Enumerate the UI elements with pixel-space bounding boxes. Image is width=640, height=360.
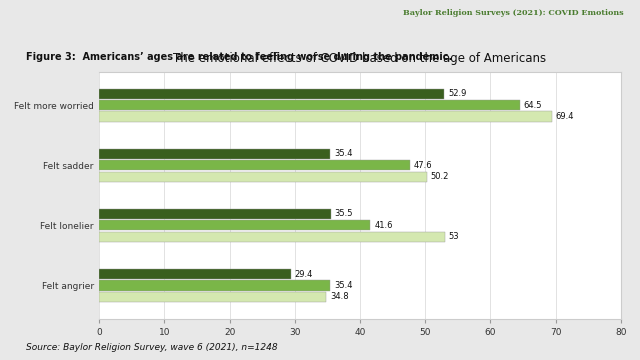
Text: Baylor Religion Surveys (2021): COVID Emotions: Baylor Religion Surveys (2021): COVID Em… bbox=[403, 9, 624, 17]
Text: Figure 3:  Americans’ ages are related to feeling worse during the pandemic.: Figure 3: Americans’ ages are related to… bbox=[26, 52, 452, 62]
Text: 29.4: 29.4 bbox=[295, 270, 313, 279]
Text: 35.5: 35.5 bbox=[335, 210, 353, 219]
Text: 52.9: 52.9 bbox=[448, 89, 467, 98]
Bar bbox=[99, 149, 330, 159]
Bar bbox=[99, 89, 444, 99]
Title: The emotional effects of COVID based on the age of Americans: The emotional effects of COVID based on … bbox=[173, 52, 547, 65]
Text: 50.2: 50.2 bbox=[431, 172, 449, 181]
Bar bbox=[99, 160, 410, 170]
Bar bbox=[99, 172, 426, 182]
Text: 41.6: 41.6 bbox=[374, 221, 393, 230]
Text: 53: 53 bbox=[449, 232, 460, 241]
Text: 35.4: 35.4 bbox=[334, 281, 353, 290]
Text: 64.5: 64.5 bbox=[524, 100, 542, 109]
Text: Source: Baylor Religion Survey, wave 6 (2021), n=1248: Source: Baylor Religion Survey, wave 6 (… bbox=[26, 343, 277, 352]
Bar bbox=[99, 209, 331, 219]
Bar bbox=[99, 269, 291, 279]
Bar bbox=[99, 232, 445, 242]
Bar bbox=[99, 112, 552, 122]
Bar bbox=[99, 100, 520, 110]
Bar bbox=[99, 292, 326, 302]
Text: 34.8: 34.8 bbox=[330, 292, 349, 301]
Text: 35.4: 35.4 bbox=[334, 149, 353, 158]
Text: 47.6: 47.6 bbox=[413, 161, 432, 170]
Bar bbox=[99, 220, 371, 230]
Text: 69.4: 69.4 bbox=[556, 112, 574, 121]
Bar bbox=[99, 280, 330, 291]
